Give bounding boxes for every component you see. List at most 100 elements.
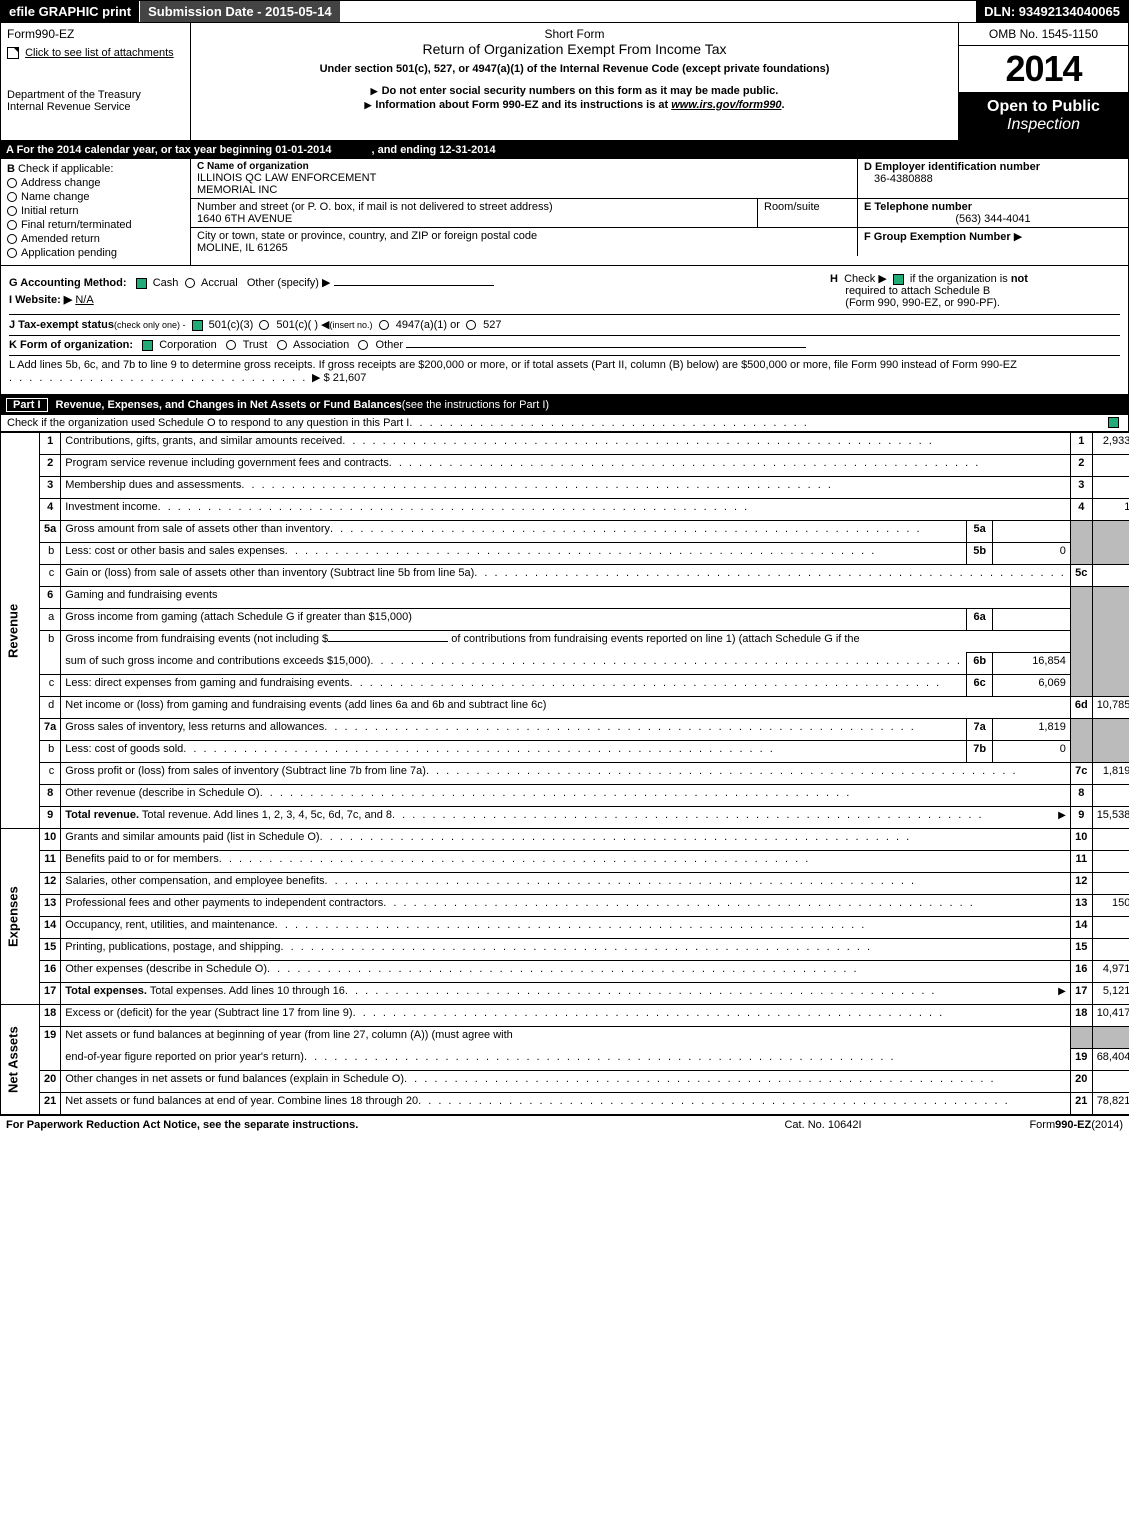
org-name-1: ILLINOIS QC LAW ENFORCEMENT: [197, 172, 851, 184]
efile-graphic-print[interactable]: efile GRAPHIC print: [1, 1, 139, 22]
street-cell: Number and street (or P. O. box, if mail…: [191, 199, 758, 227]
page-footer: For Paperwork Reduction Act Notice, see …: [0, 1115, 1129, 1134]
room-suite-cell: Room/suite: [758, 199, 858, 227]
line-g: G Accounting Method: Cash Accrual Other …: [9, 276, 820, 289]
val-18: 10,417: [1092, 1005, 1129, 1027]
table-row: 9 Total revenue. Total revenue. Add line…: [1, 807, 1129, 829]
check-address-change[interactable]: Address change: [7, 177, 184, 189]
val-17: 5,121: [1092, 983, 1129, 1005]
check-application-pending[interactable]: Application pending: [7, 247, 184, 259]
period: .: [781, 99, 784, 111]
val-10: [1092, 829, 1129, 851]
telephone-cell: E Telephone number (563) 344-4041: [858, 199, 1128, 227]
val-15: [1092, 939, 1129, 961]
val-7a: 1,819: [993, 719, 1070, 741]
val-12: [1092, 873, 1129, 895]
table-row: 6 Gaming and fundraising events: [1, 587, 1129, 609]
line-k: K Form of organization: Corporation Trus…: [9, 335, 1120, 351]
table-row: Revenue 1 Contributions, gifts, grants, …: [1, 433, 1129, 455]
table-row: c Gross profit or (loss) from sales of i…: [1, 763, 1129, 785]
check-501c3[interactable]: [192, 320, 203, 331]
group-exemption-cell: F Group Exemption Number ▶: [858, 228, 1128, 256]
val-9: 15,538: [1092, 807, 1129, 829]
paperwork-notice: For Paperwork Reduction Act Notice, see …: [6, 1119, 723, 1131]
table-row: 19 Net assets or fund balances at beginn…: [1, 1027, 1129, 1049]
check-schedule-b[interactable]: [893, 274, 904, 285]
org-name-2: MEMORIAL INC: [197, 184, 851, 196]
val-5b: 0: [993, 543, 1070, 565]
check-initial-return[interactable]: Initial return: [7, 205, 184, 217]
c-label: C Name of organization: [197, 161, 851, 172]
val-11: [1092, 851, 1129, 873]
f-arrow: ▶: [1014, 231, 1022, 243]
line-i: I Website: ▶ N/A: [9, 293, 820, 306]
check-schedule-o[interactable]: [1108, 417, 1119, 428]
city-value: MOLINE, IL 61265: [197, 242, 851, 254]
check-trust[interactable]: [226, 340, 236, 350]
b-title: Check if applicable:: [18, 163, 113, 175]
part-1-note: (see the instructions for Part I): [402, 399, 549, 411]
table-row: d Net income or (loss) from gaming and f…: [1, 697, 1129, 719]
i-label: I Website: ▶: [9, 294, 72, 306]
val-21: 78,821: [1092, 1093, 1129, 1115]
fundraising-contrib-input[interactable]: [328, 641, 448, 642]
check-corporation[interactable]: [142, 340, 153, 351]
org-name-cell: C Name of organization ILLINOIS QC LAW E…: [191, 159, 858, 198]
attachment-icon[interactable]: [7, 47, 19, 59]
val-14: [1092, 917, 1129, 939]
check-association[interactable]: [277, 340, 287, 350]
table-row: b Less: cost or other basis and sales ex…: [1, 543, 1129, 565]
l-value: $ 21,607: [324, 372, 367, 384]
f-label: F Group Exemption Number: [864, 231, 1011, 243]
net-assets-sidelabel: Net Assets: [1, 1005, 40, 1115]
website-value: N/A: [75, 294, 93, 306]
table-row: Net Assets 18 Excess or (deficit) for th…: [1, 1005, 1129, 1027]
top-gap: [340, 1, 977, 22]
table-row: b Gross income from fundraising events (…: [1, 631, 1129, 653]
ein-cell: D Employer identification number 36-4380…: [858, 159, 1128, 198]
line-h: H Check ▶ if the organization is not req…: [820, 272, 1120, 310]
irs: Internal Revenue Service: [7, 101, 184, 113]
subtitle-section: Under section 501(c), 527, or 4947(a)(1)…: [199, 63, 950, 75]
e-label: E Telephone number: [864, 201, 1122, 213]
val-5a: [993, 521, 1070, 543]
part-1-label: Part I: [6, 398, 48, 412]
inspection-text: Inspection: [1007, 116, 1080, 133]
other-org-input[interactable]: [406, 347, 806, 348]
table-row: 2 Program service revenue including gove…: [1, 455, 1129, 477]
part-1-check-text: Check if the organization used Schedule …: [7, 417, 409, 429]
top-bar: efile GRAPHIC print Submission Date - 20…: [0, 0, 1129, 23]
l-text: L Add lines 5b, 6c, and 7b to line 9 to …: [9, 359, 1017, 371]
row-a-end: , and ending 12-31-2014: [371, 144, 495, 156]
col-b-check-applicable: B Check if applicable: Address change Na…: [1, 159, 191, 265]
other-specify-input[interactable]: [334, 285, 494, 286]
check-accrual[interactable]: [185, 278, 195, 288]
table-row: Expenses 10 Grants and similar amounts p…: [1, 829, 1129, 851]
check-527[interactable]: [466, 320, 476, 330]
irs-form990-link[interactable]: www.irs.gov/form990: [671, 99, 781, 111]
check-name-change[interactable]: Name change: [7, 191, 184, 203]
part-1-title: Revenue, Expenses, and Changes in Net As…: [56, 399, 402, 411]
check-501c[interactable]: [259, 320, 269, 330]
check-final-return[interactable]: Final return/terminated: [7, 219, 184, 231]
table-row: b Less: cost of goods sold 7b 0: [1, 741, 1129, 763]
table-row: 11 Benefits paid to or for members 11: [1, 851, 1129, 873]
open-text: Open to Public: [987, 98, 1100, 115]
check-amended-return[interactable]: Amended return: [7, 233, 184, 245]
check-cash[interactable]: [136, 278, 147, 289]
attachments-link[interactable]: Click to see list of attachments: [25, 47, 174, 59]
check-4947a1[interactable]: [379, 320, 389, 330]
form-number: Form990-EZ: [7, 27, 184, 41]
table-row: a Gross income from gaming (attach Sched…: [1, 609, 1129, 631]
omb-number: OMB No. 1545-1150: [959, 23, 1128, 46]
street-label: Number and street (or P. O. box, if mail…: [197, 201, 751, 213]
section-ghijkl: G Accounting Method: Cash Accrual Other …: [0, 266, 1129, 395]
check-other-org[interactable]: [358, 340, 368, 350]
expenses-sidelabel: Expenses: [1, 829, 40, 1005]
val-6a: [993, 609, 1070, 631]
table-row: 7a Gross sales of inventory, less return…: [1, 719, 1129, 741]
val-5c: [1092, 565, 1129, 587]
part-1-header: Part I Revenue, Expenses, and Changes in…: [0, 395, 1129, 415]
table-row: sum of such gross income and contributio…: [1, 653, 1129, 675]
table-row: 5a Gross amount from sale of assets othe…: [1, 521, 1129, 543]
